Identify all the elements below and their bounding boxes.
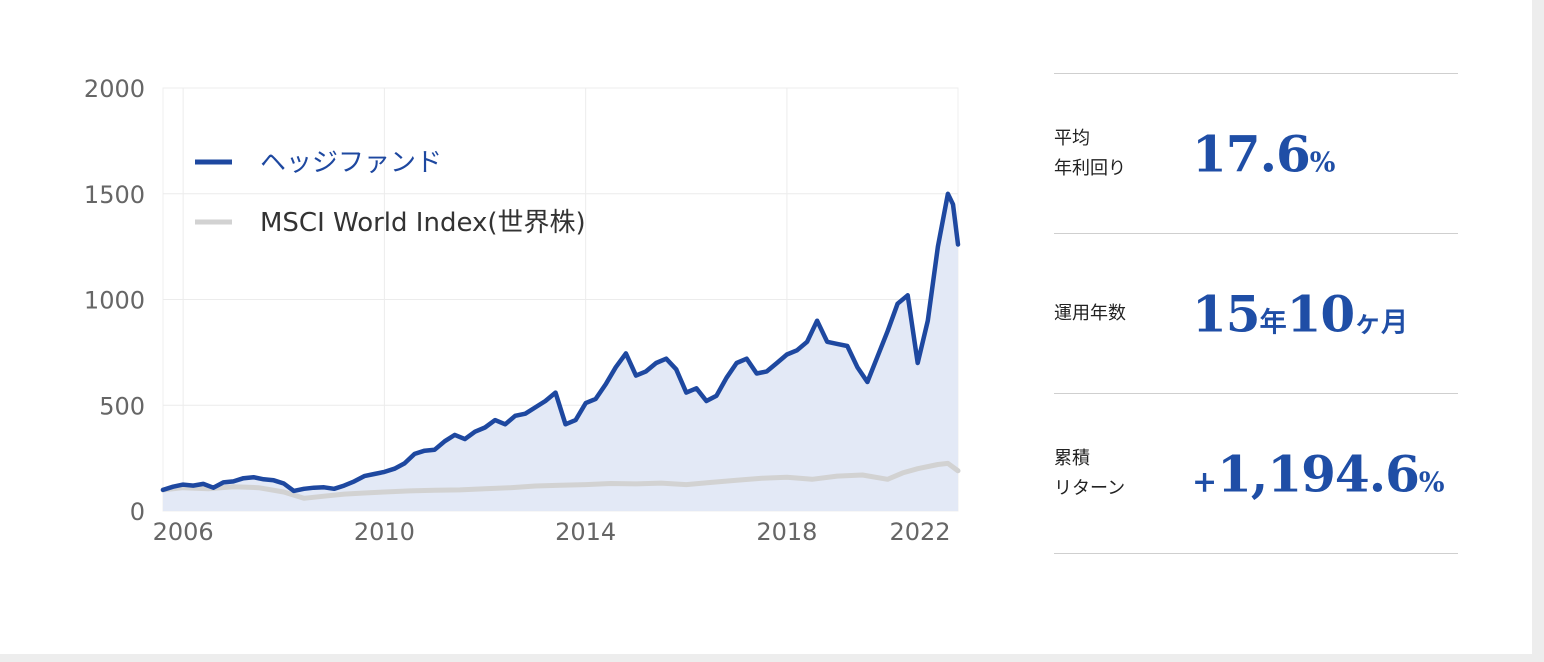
cumulative-value: 1,194.6 (1217, 444, 1420, 503)
y-tick-label: 1000 (84, 287, 145, 315)
stat-cumulative-return: 累積 リターン +1,194.6% (1054, 393, 1458, 554)
stat-value: 17.6% (1192, 124, 1335, 183)
stat-annual-return: 平均 年利回り 17.6% (1054, 73, 1458, 233)
stat-value: +1,194.6% (1192, 444, 1445, 503)
stat-value: 15年10ヶ月 (1192, 284, 1408, 343)
x-tick-label: 2010 (354, 518, 415, 546)
annual-return-value: 17.6 (1192, 124, 1311, 183)
y-tick-label: 2000 (84, 75, 145, 103)
y-tick-label: 1500 (84, 181, 145, 209)
chart-svg: 0 500 1000 1500 2000 2006 2010 2014 2018 2022 ヘッジフ… (84, 75, 961, 546)
stat-years: 運用年数 15年10ヶ月 (1054, 233, 1458, 393)
annual-return-unit: % (1309, 147, 1336, 178)
series-line-1 (160, 460, 961, 501)
series-line-0 (160, 191, 961, 494)
years-unit: 年 (1259, 307, 1287, 338)
x-tick-label: 2006 (153, 518, 214, 546)
months-value: 10 (1286, 284, 1356, 343)
x-tick-label: 2022 (889, 518, 950, 546)
y-tick-label: 500 (99, 392, 145, 420)
legend-label: MSCI World Index(世界株) (260, 208, 586, 238)
years-value: 15 (1192, 284, 1261, 343)
series-area-0 (163, 193, 958, 512)
x-tick-label: 2018 (756, 518, 817, 546)
performance-chart: 0 500 1000 1500 2000 2006 2010 2014 2018 2022 ヘッジフ… (60, 70, 970, 560)
y-tick-label: 0 (130, 498, 145, 526)
cumulative-unit: % (1418, 467, 1445, 498)
stat-label: 累積 リターン (1054, 447, 1126, 499)
stats-panel: 平均 年利回り 17.6% 運用年数 15年10ヶ月 累積 リターン +1,19… (1054, 73, 1458, 554)
months-unit: ヶ月 (1354, 307, 1409, 338)
x-tick-label: 2014 (555, 518, 616, 546)
stat-label: 運用年数 (1054, 302, 1126, 324)
cumulative-sign: + (1192, 464, 1218, 499)
stat-label: 平均 年利回り (1054, 127, 1126, 179)
legend-label: ヘッジファンド (260, 148, 442, 178)
